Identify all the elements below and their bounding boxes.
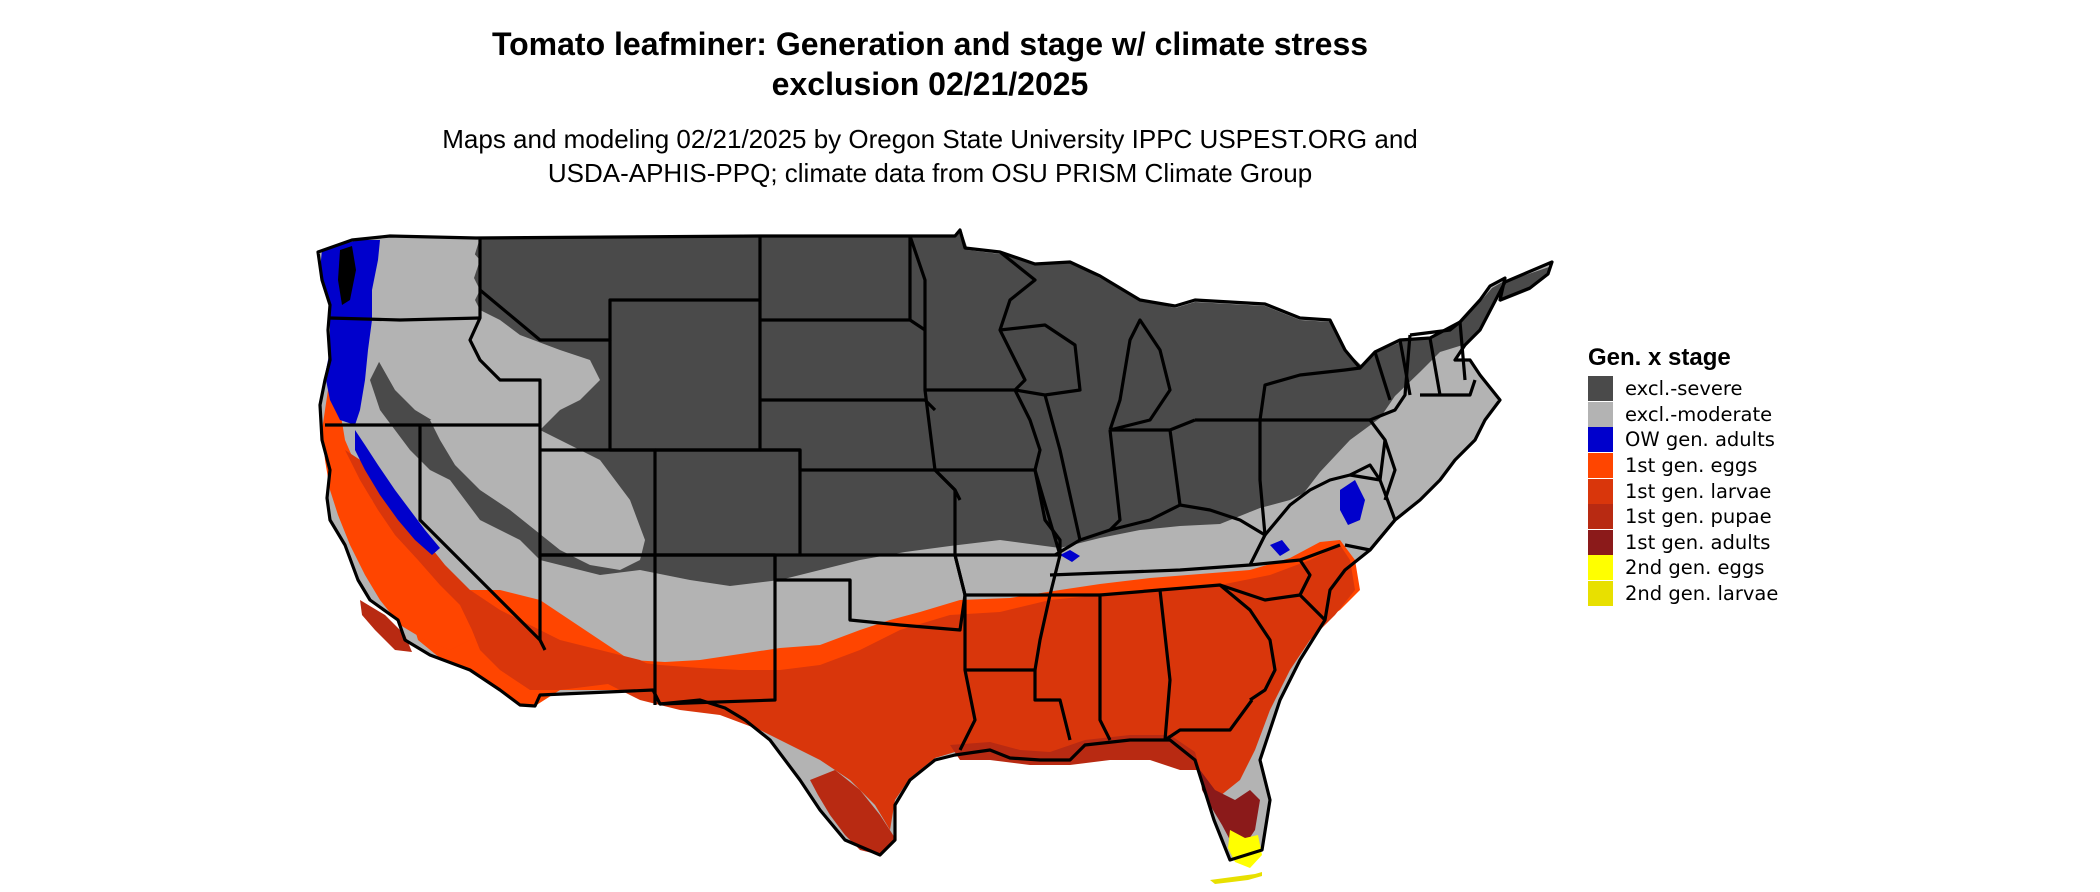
- zone-1st-gen-pupae-gulf: [950, 735, 1200, 770]
- legend-swatch: [1588, 376, 1613, 402]
- state-borders: [316, 228, 1554, 862]
- zone-excl-severe: [370, 232, 1552, 612]
- legend-swatch: [1588, 427, 1613, 453]
- zone-ow-gen-adults-ohio-valley: [1060, 550, 1080, 562]
- zone-2nd-gen-larvae-keys: [1210, 872, 1262, 884]
- zone-1st-gen-pupae-baja: [360, 600, 412, 652]
- legend-item-1st-gen-larvae: 1st gen. larvae: [1588, 478, 1948, 504]
- legend-title: Gen. x stage: [1588, 344, 1731, 371]
- legend-item-2nd-gen-eggs: 2nd gen. eggs: [1588, 555, 1948, 581]
- legend-swatch: [1588, 453, 1613, 479]
- zone-1st-gen-adults-florida: [1200, 770, 1260, 845]
- zone-ow-gen-adults-chesapeake: [1340, 480, 1365, 525]
- legend-label: 2nd gen. eggs: [1625, 556, 1765, 580]
- zone-1st-gen-pupae-texas: [810, 770, 895, 855]
- zone-ow-gen-adults-ca-coast: [355, 430, 440, 555]
- legend-label: 1st gen. pupae: [1625, 505, 1772, 529]
- legend-item-ow-gen-adults: OW gen. adults: [1588, 427, 1948, 453]
- legend-label: excl.-severe: [1625, 377, 1743, 401]
- legend: Gen. x stage excl.-severe excl.-moderate…: [1588, 340, 1948, 607]
- legend-label: 1st gen. eggs: [1625, 454, 1758, 478]
- zone-1st-gen-larvae: [560, 545, 1355, 830]
- legend-label: 1st gen. larvae: [1625, 479, 1772, 503]
- zone-1st-gen-larvae-southwest: [345, 450, 660, 690]
- zone-ow-gen-adults-appalachia: [1270, 540, 1290, 556]
- legend-item-1st-gen-adults: 1st gen. adults: [1588, 529, 1948, 556]
- legend-item-2nd-gen-larvae: 2nd gen. larvae: [1588, 581, 1948, 607]
- zone-excl-moderate-nw: [372, 238, 600, 445]
- legend-label: 1st gen. adults: [1625, 530, 1771, 554]
- legend-item-excl-moderate: excl.-moderate: [1588, 401, 1948, 428]
- legend-swatch: [1588, 401, 1613, 427]
- legend-label: 2nd gen. larvae: [1625, 582, 1779, 606]
- zone-excl-severe-puget: [338, 246, 356, 305]
- map-title-line-1: Tomato leafminer: Generation and stage w…: [491, 26, 1369, 62]
- legend-item-1st-gen-pupae: 1st gen. pupae: [1588, 504, 1948, 530]
- map-title-line-2: exclusion 02/21/2025: [771, 66, 1089, 102]
- legend-swatch: [1588, 581, 1613, 607]
- zone-ow-gen-adults-pnw: [320, 240, 380, 425]
- legend-swatch: [1588, 504, 1613, 530]
- map-subtitle-line-2: USDA-APHIS-PPQ; climate data from OSU PR…: [547, 158, 1313, 188]
- legend-item-1st-gen-eggs: 1st gen. eggs: [1588, 453, 1948, 479]
- legend-label: OW gen. adults: [1625, 428, 1775, 452]
- legend-label: excl.-moderate: [1625, 402, 1773, 426]
- legend-swatch: [1588, 529, 1613, 555]
- legend-item-excl-severe: excl.-severe: [1588, 376, 1948, 402]
- map-subtitle-line-1: Maps and modeling 02/21/2025 by Oregon S…: [442, 124, 1418, 154]
- zone-excl-moderate-south-band: [540, 435, 1380, 665]
- legend-swatch: [1588, 478, 1613, 504]
- zone-excl-moderate-great-basin: [430, 410, 645, 570]
- legend-swatch: [1588, 555, 1613, 581]
- zone-1st-gen-eggs-west-coast: [322, 390, 470, 650]
